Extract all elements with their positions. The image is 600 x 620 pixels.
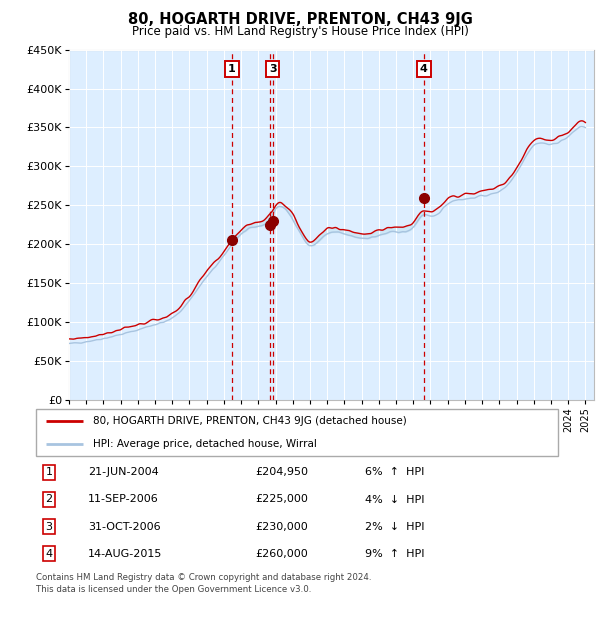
- Text: £230,000: £230,000: [255, 521, 308, 531]
- Text: £225,000: £225,000: [255, 495, 308, 505]
- Text: 1: 1: [228, 64, 236, 74]
- Text: 4%  ↓  HPI: 4% ↓ HPI: [365, 495, 424, 505]
- Text: 3: 3: [269, 64, 277, 74]
- Text: HPI: Average price, detached house, Wirral: HPI: Average price, detached house, Wirr…: [94, 439, 317, 449]
- Text: 4: 4: [46, 549, 53, 559]
- Text: 14-AUG-2015: 14-AUG-2015: [88, 549, 163, 559]
- Text: 21-JUN-2004: 21-JUN-2004: [88, 467, 159, 477]
- Text: 2%  ↓  HPI: 2% ↓ HPI: [365, 521, 424, 531]
- FancyBboxPatch shape: [36, 409, 558, 456]
- Text: Contains HM Land Registry data © Crown copyright and database right 2024.: Contains HM Land Registry data © Crown c…: [36, 574, 371, 583]
- Text: This data is licensed under the Open Government Licence v3.0.: This data is licensed under the Open Gov…: [36, 585, 311, 594]
- Text: 2: 2: [46, 495, 53, 505]
- Text: 80, HOGARTH DRIVE, PRENTON, CH43 9JG: 80, HOGARTH DRIVE, PRENTON, CH43 9JG: [128, 12, 472, 27]
- Text: 3: 3: [46, 521, 53, 531]
- Text: 31-OCT-2006: 31-OCT-2006: [88, 521, 161, 531]
- Text: 11-SEP-2006: 11-SEP-2006: [88, 495, 159, 505]
- Text: 6%  ↑  HPI: 6% ↑ HPI: [365, 467, 424, 477]
- Text: £260,000: £260,000: [255, 549, 308, 559]
- Text: 4: 4: [420, 64, 428, 74]
- Text: Price paid vs. HM Land Registry's House Price Index (HPI): Price paid vs. HM Land Registry's House …: [131, 25, 469, 38]
- Text: £204,950: £204,950: [255, 467, 308, 477]
- Text: 80, HOGARTH DRIVE, PRENTON, CH43 9JG (detached house): 80, HOGARTH DRIVE, PRENTON, CH43 9JG (de…: [94, 416, 407, 426]
- Text: 9%  ↑  HPI: 9% ↑ HPI: [365, 549, 424, 559]
- Text: 1: 1: [46, 467, 53, 477]
